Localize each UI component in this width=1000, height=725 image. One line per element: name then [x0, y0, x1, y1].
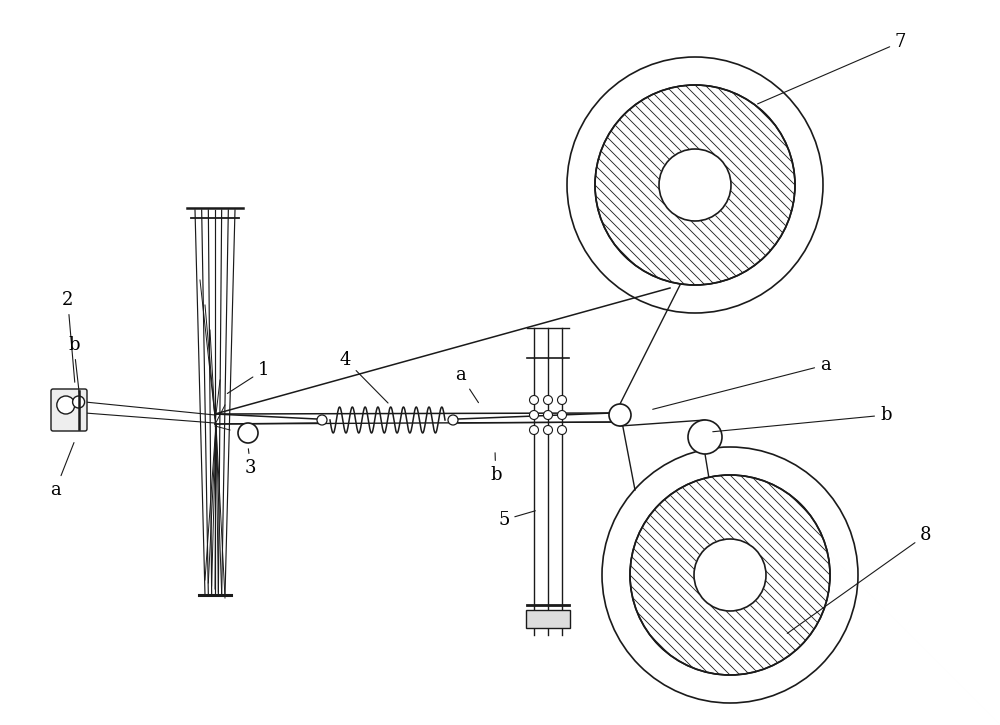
Circle shape [530, 396, 538, 405]
Circle shape [595, 85, 795, 285]
Circle shape [558, 410, 566, 420]
FancyBboxPatch shape [51, 389, 87, 431]
Circle shape [238, 423, 258, 443]
Circle shape [558, 396, 566, 405]
Text: a: a [50, 442, 74, 499]
Text: 4: 4 [340, 351, 388, 403]
Text: 2: 2 [62, 291, 75, 382]
Circle shape [448, 415, 458, 425]
Text: 8: 8 [787, 526, 932, 634]
Circle shape [694, 539, 766, 611]
Circle shape [659, 149, 731, 221]
Text: b: b [713, 406, 892, 431]
Circle shape [73, 396, 85, 408]
Circle shape [317, 415, 327, 425]
Circle shape [530, 410, 538, 420]
Circle shape [530, 426, 538, 434]
Circle shape [544, 426, 552, 434]
Circle shape [688, 420, 722, 454]
Circle shape [544, 410, 552, 420]
Text: b: b [490, 453, 502, 484]
Circle shape [57, 396, 75, 414]
Text: 7: 7 [758, 33, 906, 104]
Text: 1: 1 [227, 361, 270, 394]
Text: 5: 5 [498, 511, 535, 529]
Circle shape [630, 475, 830, 675]
Text: a: a [653, 356, 831, 410]
Text: a: a [455, 366, 478, 402]
Text: 3: 3 [245, 449, 256, 477]
Circle shape [544, 396, 552, 405]
Bar [526, 610, 570, 628]
Text: b: b [68, 336, 80, 397]
Circle shape [609, 404, 631, 426]
Circle shape [558, 426, 566, 434]
